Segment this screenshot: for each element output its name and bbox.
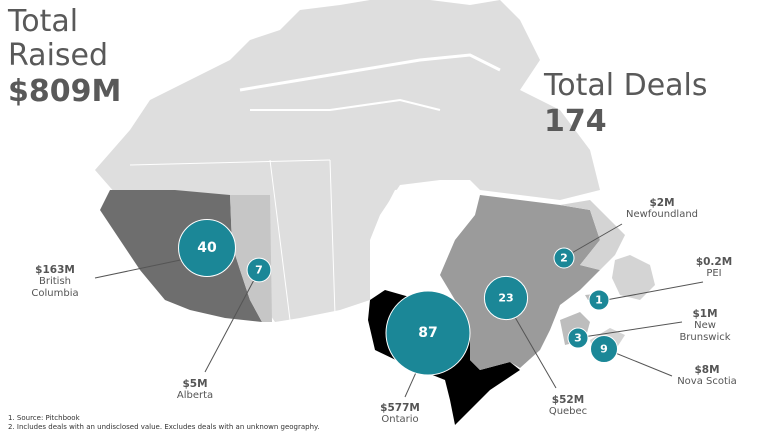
label-ontario: $577M Ontario xyxy=(380,402,420,426)
border-line xyxy=(269,159,291,321)
bubble-count-british-columbia: 40 xyxy=(197,240,217,256)
border-line xyxy=(129,159,331,166)
bubble-count-new-brunswick: 3 xyxy=(574,332,582,345)
bubble-count-ontario: 87 xyxy=(418,325,437,341)
region-name: New Brunswick xyxy=(679,320,731,343)
leader-lines xyxy=(94,223,704,398)
newfoundland-island xyxy=(612,255,655,300)
total-deals-value: 174 xyxy=(544,104,607,139)
region-name: PEI xyxy=(706,268,722,279)
alberta-region xyxy=(230,195,272,322)
footnote-2: 2. Includes deals with an undisclosed va… xyxy=(8,423,320,431)
amount: $52M xyxy=(551,394,585,406)
label-quebec: $52M Quebec xyxy=(549,394,587,418)
label-alberta: $5M Alberta xyxy=(177,378,213,402)
bubble-count-alberta: 7 xyxy=(255,264,263,277)
region-name: Ontario xyxy=(381,414,419,425)
amount: $2M xyxy=(649,197,675,209)
amount: $163M xyxy=(35,264,75,276)
leader-line-nova-scotia xyxy=(607,349,673,377)
bubble-count-pei: 1 xyxy=(595,294,603,307)
amount: $577M xyxy=(380,402,420,414)
bubble-count-newfoundland: 2 xyxy=(560,252,568,265)
bubble-ontario xyxy=(385,290,471,376)
region-name: British Columbia xyxy=(31,276,79,299)
deal-bubbles: 40 7 87 23 2 1 3 9 xyxy=(178,219,619,376)
region-name: Alberta xyxy=(176,390,214,401)
bubble-count-nova-scotia: 9 xyxy=(600,343,608,356)
total-raised-value: $809M xyxy=(8,74,122,109)
region-name: Quebec xyxy=(548,406,588,417)
total-raised-label-1: Total xyxy=(8,4,79,39)
label-newfoundland: $2M Newfoundland xyxy=(626,197,698,221)
amount: $5M xyxy=(182,378,208,390)
amount: $0.2M xyxy=(695,256,733,268)
leader-line-quebec xyxy=(511,311,557,389)
leader-line-new-brunswick xyxy=(582,321,683,338)
total-raised-label-2: Raised xyxy=(8,38,109,73)
leader-line-pei xyxy=(605,281,704,301)
label-nova-scotia: $8M Nova Scotia xyxy=(677,364,737,388)
footnote-1: 1. Source: Pitchbook xyxy=(8,414,80,422)
bubble-new-brunswick xyxy=(567,327,589,349)
label-new-brunswick: $1M New Brunswick xyxy=(675,308,735,344)
bubble-quebec xyxy=(483,275,529,321)
bubble-count-quebec: 23 xyxy=(498,292,513,305)
bubble-pei xyxy=(588,289,610,311)
bubble-british-columbia xyxy=(178,219,236,277)
label-british-columbia: $163M British Columbia xyxy=(25,264,85,300)
bubble-nova-scotia xyxy=(589,334,619,364)
bubble-newfoundland xyxy=(553,247,575,269)
hudson-bay xyxy=(380,185,475,300)
leader-line-alberta xyxy=(204,277,256,373)
total-deals-label: Total Deals xyxy=(544,68,708,103)
amount: $8M xyxy=(694,364,720,376)
arctic-channels-2 xyxy=(250,98,441,111)
bubble-alberta xyxy=(246,257,272,283)
leader-line-british-columbia xyxy=(94,257,191,279)
arctic-channels xyxy=(239,53,501,92)
leader-line-newfoundland xyxy=(569,223,623,255)
region-name: Newfoundland xyxy=(625,209,699,220)
border-line xyxy=(329,159,336,316)
label-pei: $0.2M PEI xyxy=(696,256,732,280)
amount: $1M xyxy=(692,308,718,320)
region-name: Nova Scotia xyxy=(677,376,737,387)
newfoundland-labrador-region xyxy=(560,200,625,270)
footnotes: 1. Source: Pitchbook 2. Includes deals w… xyxy=(8,414,319,432)
